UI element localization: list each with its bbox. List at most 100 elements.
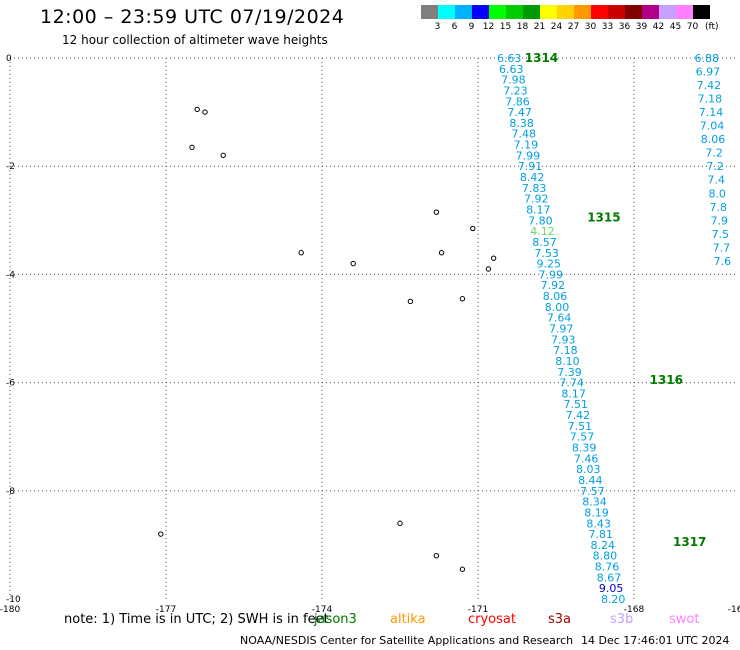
wave-height-label: 7.46 (574, 452, 599, 465)
wave-height-label: 7.47 (507, 106, 532, 119)
x-axis-label: -171 (468, 605, 488, 615)
wave-height-label: 7.48 (512, 128, 537, 141)
wave-height-label: 8.43 (586, 517, 611, 530)
wave-height-label: 8.0 (708, 187, 726, 200)
wave-height-label: 8.67 (597, 571, 622, 584)
map-grid (9, 57, 738, 599)
page-title: 12:00 – 23:59 UTC 07/19/2024 (40, 6, 345, 28)
generated-timestamp: 14 Dec 17:46:01 UTC 2024 (581, 634, 730, 647)
legend-label: 12 (482, 22, 495, 32)
y-axis-label: -10 (6, 595, 21, 605)
wave-height-label: 8.00 (545, 301, 570, 314)
wave-height-label: 7.39 (557, 366, 582, 379)
time-markers: 1314 1315 1316 1317 (525, 51, 707, 549)
wave-height-label: 8.24 (591, 539, 616, 552)
wave-height-label: 6.97 (696, 66, 721, 79)
island-outline (433, 209, 440, 215)
time-marker-label: 1314 (525, 51, 558, 65)
wave-height-label: 7.7 (713, 241, 731, 254)
wave-height-label: 7.57 (570, 431, 595, 444)
island-outline (202, 109, 208, 115)
legend-swatch (523, 5, 540, 19)
wave-height-label: 7.42 (566, 409, 591, 422)
wave-height-label: 7.51 (568, 420, 593, 433)
wave-height-label: 7.5 (712, 228, 730, 241)
wave-height-label: 7.2 (706, 160, 724, 173)
x-axis-label: -177 (156, 605, 176, 615)
wave-height-label: 8.06 (701, 133, 726, 146)
legend-label: 9 (468, 22, 475, 32)
legend-swatch (472, 5, 489, 19)
time-marker-label: 1315 (587, 211, 620, 225)
legend-swatch (557, 5, 574, 19)
legend-label: 3 (434, 22, 441, 32)
wave-height-label: 7.51 (564, 398, 589, 411)
legend-swatch (506, 5, 523, 19)
wave-height-label: 7.92 (524, 193, 549, 206)
legend-label: 39 (635, 22, 648, 32)
time-marker-label: 1316 (650, 373, 683, 387)
wave-height-label: 8.20 (601, 593, 626, 606)
island-outline (194, 106, 200, 113)
wave-height-label: 7.92 (541, 279, 566, 292)
wave-height-label: 8.17 (526, 203, 551, 216)
legend-label: 27 (567, 22, 580, 32)
wave-height-label: 7.6 (714, 255, 732, 268)
island-outline (470, 225, 476, 232)
wave-height-label: 9.25 (536, 258, 561, 271)
wave-height-label: 7.99 (539, 268, 564, 281)
legend-label: 45 (669, 22, 682, 32)
legend-label: 24 (550, 22, 563, 32)
island-outlines (158, 106, 497, 572)
legend-label: 70 (686, 22, 699, 32)
legend-label: 30 (584, 22, 597, 32)
legend-swatch (421, 5, 438, 19)
footer-note: note: 1) Time is in UTC; 2) SWH is in fe… (64, 612, 329, 627)
wave-height-label: 7.23 (503, 84, 528, 97)
legend-label: 33 (601, 22, 614, 32)
legend-swatch (540, 5, 557, 19)
wave-height-label: 8.17 (561, 387, 586, 400)
y-axis-label: -8 (6, 487, 15, 497)
satellite-legend-item: altika (390, 612, 426, 627)
island-outline (189, 144, 195, 150)
satellite-legend-item: jason3 (314, 612, 357, 627)
x-axis-label: -168 (624, 605, 645, 615)
legend-swatch (642, 5, 659, 19)
wave-height-label: 8.80 (593, 550, 618, 563)
island-outline (220, 152, 226, 159)
island-outline (459, 566, 466, 572)
wave-height-label: 7.98 (501, 74, 526, 87)
y-axis-label: -6 (6, 379, 15, 389)
wave-height-label: 6.88 (695, 52, 720, 65)
legend-unit: (ft) (705, 22, 719, 32)
wave-height-label: 8.42 (520, 171, 545, 184)
wave-height-label: 8.57 (532, 236, 557, 249)
legend-swatch (438, 5, 455, 19)
wave-height-label: 8.10 (555, 355, 580, 368)
y-axis-label: -4 (6, 270, 15, 280)
wave-height-label: 8.19 (584, 506, 609, 519)
wave-height-label: 8.03 (576, 463, 601, 476)
island-outline (397, 520, 403, 526)
island-outline (438, 250, 445, 256)
legend-label: 6 (451, 22, 458, 32)
wave-height-label: 9.05 (599, 582, 624, 595)
time-marker-label: 1317 (673, 535, 706, 549)
wave-height-label: 7.74 (559, 377, 584, 390)
y-axis-label: -2 (6, 162, 15, 172)
x-axis-label: -180 (0, 605, 20, 615)
legend-swatch (676, 5, 693, 19)
legend-label: 42 (652, 22, 665, 32)
wave-height-label: 7.81 (588, 528, 613, 541)
wave-height-label: 7.97 (549, 323, 574, 336)
wave-height-label: 7.2 (705, 147, 723, 160)
wave-height-label: 7.99 (516, 149, 541, 162)
wave-height-label: 8.38 (509, 117, 534, 130)
legend-swatch (693, 5, 710, 19)
wave-height-label: 7.8 (709, 201, 727, 214)
island-outline (490, 255, 497, 261)
wave-height-label: 7.80 (528, 214, 553, 227)
legend-swatch (591, 5, 608, 19)
